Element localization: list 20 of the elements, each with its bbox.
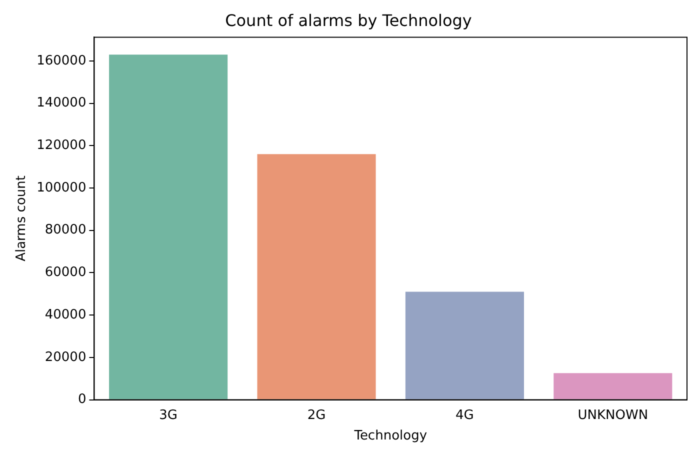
y-tick-label: 20000 — [44, 350, 86, 365]
y-tick-label: 60000 — [44, 265, 86, 280]
x-tick-label: 4G — [456, 408, 474, 423]
y-tick-label: 40000 — [44, 307, 86, 322]
chart-title: Count of alarms by Technology — [225, 10, 472, 30]
x-axis-title: Technology — [353, 428, 428, 444]
bar — [257, 154, 376, 400]
y-tick-label: 100000 — [36, 180, 86, 196]
x-tick-label: UNKNOWN — [578, 408, 648, 423]
y-tick-label: 120000 — [36, 138, 86, 154]
y-tick-label: 80000 — [44, 222, 86, 238]
y-tick-label: 160000 — [36, 53, 86, 68]
y-tick-label: 140000 — [36, 96, 86, 111]
x-tick-label: 3G — [159, 408, 178, 423]
bar — [109, 54, 228, 400]
bar — [554, 373, 672, 400]
y-axis-title: Alarms count — [14, 176, 30, 262]
y-tick-label: 0 — [78, 392, 86, 408]
bar — [405, 292, 524, 400]
x-tick-label: 2G — [307, 408, 326, 423]
